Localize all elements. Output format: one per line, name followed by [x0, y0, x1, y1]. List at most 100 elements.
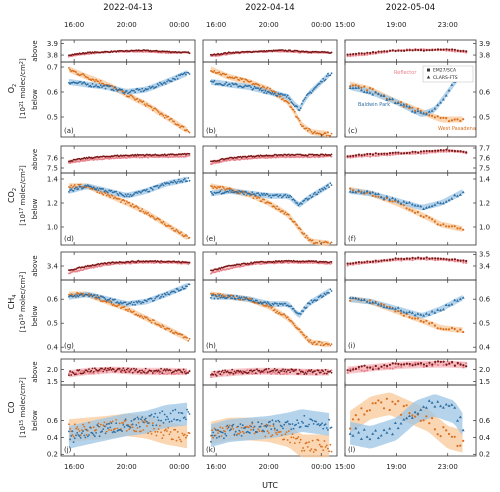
data-point: [305, 197, 308, 200]
data-point: [462, 366, 465, 369]
data-point: [236, 295, 238, 297]
data-point: [308, 340, 310, 343]
data-point: [269, 424, 271, 427]
data-point: [69, 186, 71, 189]
data-point: [217, 293, 219, 295]
data-point: [167, 79, 170, 81]
data-point: [400, 152, 403, 155]
data-point: [286, 316, 289, 319]
data-point: [225, 434, 228, 437]
x-tick-label-top: 00:00: [311, 21, 331, 29]
data-point: [318, 443, 321, 446]
data-point: [363, 370, 366, 373]
data-point: [210, 297, 212, 299]
data-point: [272, 423, 275, 425]
data-point: [110, 157, 113, 160]
data-point: [232, 428, 235, 430]
data-point: [425, 415, 428, 418]
data-point: [92, 79, 95, 81]
data-point: [135, 313, 138, 316]
data-point: [422, 257, 425, 260]
y-tick-label: 0.6: [47, 417, 59, 425]
data-point: [315, 449, 317, 451]
data-point: [124, 301, 127, 304]
data-point: [160, 367, 163, 370]
data-point: [219, 185, 222, 188]
data-point: [96, 159, 99, 161]
data-point: [394, 310, 397, 313]
data-point: [109, 426, 112, 429]
data-point: [109, 297, 112, 300]
data-point: [258, 89, 261, 91]
data-point: [385, 431, 389, 434]
data-point: [148, 85, 151, 88]
data-point: [162, 369, 165, 372]
data-point: [102, 193, 105, 196]
data-point: [447, 225, 451, 228]
data-point: [114, 298, 116, 301]
data-point: [322, 427, 325, 430]
data-point: [71, 293, 74, 296]
data-point: [160, 184, 163, 187]
data-point: [122, 422, 125, 424]
data-point: [140, 210, 142, 212]
data-point: [292, 436, 295, 439]
data-point: [451, 360, 454, 364]
data-point: [122, 90, 125, 92]
data-point: [371, 402, 374, 405]
data-point: [400, 365, 403, 369]
data-point: [408, 364, 411, 367]
data-point: [228, 429, 231, 432]
data-point: [75, 434, 77, 437]
data-point: [374, 90, 378, 94]
data-point: [83, 425, 86, 428]
data-point: [424, 112, 428, 116]
data-point: [451, 48, 454, 51]
data-point: [292, 370, 295, 373]
data-point: [368, 299, 371, 302]
data-point: [282, 98, 284, 100]
data-point: [232, 295, 235, 297]
y-tick-label: 7.5: [479, 164, 490, 172]
data-point: [393, 421, 397, 425]
data-point: [297, 204, 300, 207]
data-point: [357, 155, 360, 158]
data-point: [277, 195, 280, 198]
data-point: [92, 372, 95, 375]
data-point: [169, 225, 172, 228]
data-point: [323, 154, 326, 157]
data-point: [239, 158, 242, 161]
data-point: [419, 214, 422, 217]
data-point: [142, 301, 145, 304]
data-point: [305, 373, 308, 375]
data-point: [103, 421, 106, 424]
data-point: [157, 323, 160, 326]
data-point: [419, 152, 423, 155]
data-point: [114, 196, 116, 199]
data-point: [98, 368, 101, 371]
data-point: [180, 440, 183, 443]
data-point: [271, 306, 274, 308]
data-point: [153, 299, 155, 302]
data-point: [382, 303, 386, 306]
data-point: [276, 372, 278, 375]
data-point: [179, 74, 181, 77]
data-point: [263, 192, 265, 195]
data-point: [236, 190, 238, 193]
data-point: [163, 372, 166, 375]
data-point: [322, 133, 325, 136]
data-point: [78, 369, 81, 371]
data-point: [272, 154, 275, 157]
data-point: [286, 420, 289, 423]
data-point: [462, 439, 465, 442]
data-point: [79, 81, 82, 83]
data-point: [73, 187, 76, 190]
data-point: [388, 363, 392, 366]
data-point: [86, 83, 89, 85]
data-point: [258, 302, 261, 305]
data-point: [269, 91, 271, 94]
data-point: [330, 261, 333, 263]
data-point: [430, 401, 434, 404]
data-point: [187, 372, 190, 374]
data-point: [383, 50, 386, 53]
